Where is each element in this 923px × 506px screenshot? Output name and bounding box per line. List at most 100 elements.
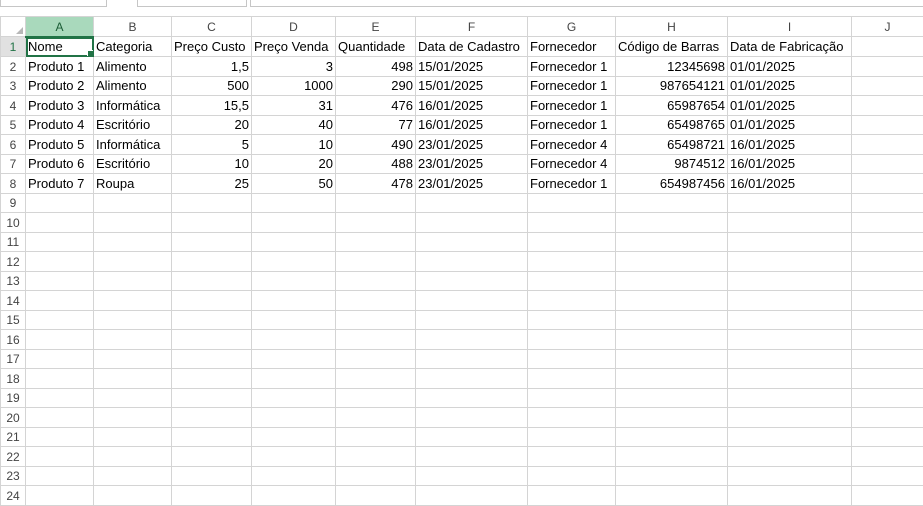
cell-a22[interactable] (25, 446, 94, 467)
cell-f12[interactable] (415, 251, 528, 272)
cell-b24[interactable] (93, 485, 172, 506)
cell-h2[interactable]: 12345698 (615, 56, 728, 77)
cell-b2[interactable]: Alimento (93, 56, 172, 77)
cell-a1[interactable]: Nome (25, 36, 94, 58)
cell-h6[interactable]: 65498721 (615, 134, 728, 155)
cell-b19[interactable] (93, 387, 172, 409)
cell-h13[interactable] (615, 270, 728, 292)
cell-g7[interactable]: Fornecedor 4 (527, 153, 616, 175)
cell-i17[interactable] (727, 348, 852, 370)
cell-g9[interactable] (527, 192, 616, 214)
cell-h1[interactable]: Código de Barras (615, 36, 728, 58)
row-header[interactable]: 21 (0, 426, 26, 448)
cell-g12[interactable] (527, 251, 616, 272)
cell-g8[interactable]: Fornecedor 1 (527, 173, 616, 194)
cell-f10[interactable] (415, 212, 528, 233)
cell-i3[interactable]: 01/01/2025 (727, 75, 852, 97)
cell-h11[interactable] (615, 231, 728, 253)
cell-e17[interactable] (335, 348, 416, 370)
cell-g14[interactable] (527, 290, 616, 311)
cell-b23[interactable] (93, 465, 172, 487)
cell-f7[interactable]: 23/01/2025 (415, 153, 528, 175)
cell-d1[interactable]: Preço Venda (251, 36, 336, 58)
cell-d8[interactable]: 50 (251, 173, 336, 194)
cell-a6[interactable]: Produto 5 (25, 134, 94, 155)
cell-c9[interactable] (171, 192, 252, 214)
cell-c13[interactable] (171, 270, 252, 292)
cell-i20[interactable] (727, 407, 852, 428)
cell-d23[interactable] (251, 465, 336, 487)
cell-a19[interactable] (25, 387, 94, 409)
row-header[interactable]: 8 (0, 173, 26, 194)
cell-i10[interactable] (727, 212, 852, 233)
cell-g23[interactable] (527, 465, 616, 487)
row-header[interactable]: 20 (0, 407, 26, 428)
cell-i15[interactable] (727, 309, 852, 331)
cell-h12[interactable] (615, 251, 728, 272)
cell-h4[interactable]: 65987654 (615, 95, 728, 116)
cell-a4[interactable]: Produto 3 (25, 95, 94, 116)
cell-e19[interactable] (335, 387, 416, 409)
cell-b7[interactable]: Escritório (93, 153, 172, 175)
cell-e13[interactable] (335, 270, 416, 292)
cell-j2[interactable] (851, 56, 923, 77)
cell-j24[interactable] (851, 485, 923, 506)
cell-g17[interactable] (527, 348, 616, 370)
cell-g11[interactable] (527, 231, 616, 253)
cell-c8[interactable]: 25 (171, 173, 252, 194)
cell-a15[interactable] (25, 309, 94, 331)
fill-handle[interactable] (87, 50, 93, 56)
column-header-f[interactable]: F (415, 15, 528, 38)
column-header-g[interactable]: G (527, 15, 616, 38)
cell-b9[interactable] (93, 192, 172, 214)
cell-d7[interactable]: 20 (251, 153, 336, 175)
cell-g13[interactable] (527, 270, 616, 292)
cell-g10[interactable] (527, 212, 616, 233)
cell-g22[interactable] (527, 446, 616, 467)
cell-b5[interactable]: Escritório (93, 114, 172, 136)
column-header-c[interactable]: C (171, 15, 252, 38)
row-header[interactable]: 17 (0, 348, 26, 370)
cell-e10[interactable] (335, 212, 416, 233)
cell-j8[interactable] (851, 173, 923, 194)
cell-j23[interactable] (851, 465, 923, 487)
cell-d16[interactable] (251, 329, 336, 350)
cell-h15[interactable] (615, 309, 728, 331)
select-all-corner[interactable] (0, 15, 26, 38)
cell-g2[interactable]: Fornecedor 1 (527, 56, 616, 77)
cell-c2[interactable]: 1,5 (171, 56, 252, 77)
cell-j17[interactable] (851, 348, 923, 370)
cell-g21[interactable] (527, 426, 616, 448)
cell-a23[interactable] (25, 465, 94, 487)
row-header[interactable]: 22 (0, 446, 26, 467)
cell-f24[interactable] (415, 485, 528, 506)
cell-f11[interactable] (415, 231, 528, 253)
row-header[interactable]: 1 (0, 36, 26, 58)
cell-g19[interactable] (527, 387, 616, 409)
cell-h19[interactable] (615, 387, 728, 409)
cell-f6[interactable]: 23/01/2025 (415, 134, 528, 155)
cell-d10[interactable] (251, 212, 336, 233)
cell-h16[interactable] (615, 329, 728, 350)
cell-i7[interactable]: 16/01/2025 (727, 153, 852, 175)
cell-i1[interactable]: Data de Fabricação (727, 36, 852, 58)
cell-d4[interactable]: 31 (251, 95, 336, 116)
cell-g15[interactable] (527, 309, 616, 331)
cell-e11[interactable] (335, 231, 416, 253)
cell-b11[interactable] (93, 231, 172, 253)
cell-e15[interactable] (335, 309, 416, 331)
cell-g18[interactable] (527, 368, 616, 389)
cell-b3[interactable]: Alimento (93, 75, 172, 97)
cell-j11[interactable] (851, 231, 923, 253)
cell-c18[interactable] (171, 368, 252, 389)
row-header[interactable]: 19 (0, 387, 26, 409)
row-header[interactable]: 5 (0, 114, 26, 136)
cell-b14[interactable] (93, 290, 172, 311)
cell-g4[interactable]: Fornecedor 1 (527, 95, 616, 116)
cell-d20[interactable] (251, 407, 336, 428)
row-header[interactable]: 10 (0, 212, 26, 233)
cell-a21[interactable] (25, 426, 94, 448)
cell-c11[interactable] (171, 231, 252, 253)
cell-j4[interactable] (851, 95, 923, 116)
name-box-tab[interactable] (137, 0, 247, 7)
